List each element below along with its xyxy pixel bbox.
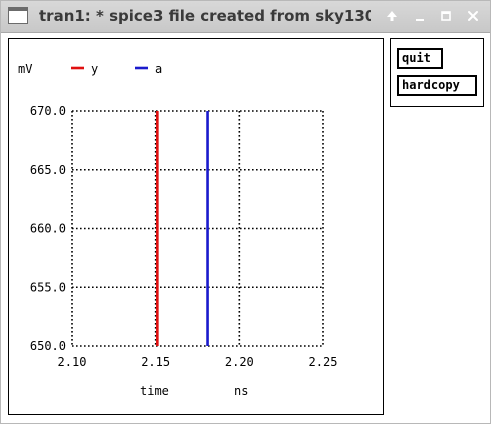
plot-grid — [71, 110, 324, 347]
plot-tick-labels: 670.0 665.0 660.0 655.0 650.0 2.10 2.15 2.20 2.2… — [30, 104, 338, 369]
title-bar[interactable]: tran1: * spice3 file created from sky130… — [1, 1, 490, 33]
button-panel: quit hardcopy — [390, 38, 484, 107]
hardcopy-button[interactable]: hardcopy — [397, 75, 477, 96]
x-tick-label: 2.10 — [58, 355, 87, 369]
y-tick-label: 655.0 — [30, 280, 66, 294]
y-tick-label: 650.0 — [30, 339, 66, 353]
y-tick-label: 665.0 — [30, 163, 66, 177]
y-axis-unit-label: mV — [18, 62, 32, 76]
plot-chart: 670.0 665.0 660.0 655.0 650.0 2.10 2.15 2.20 2.2… — [18, 62, 338, 398]
x-tick-label: 2.20 — [225, 355, 254, 369]
up-arrow-icon[interactable] — [381, 5, 403, 27]
graph-area[interactable]: 670.0 665.0 660.0 655.0 650.0 2.10 2.15 2.20 2.2… — [8, 38, 384, 415]
y-tick-label: 660.0 — [30, 222, 66, 236]
x-tick-label: 2.15 — [141, 355, 170, 369]
legend-label-y: y — [91, 62, 98, 76]
window-icon — [8, 7, 28, 24]
window-controls — [375, 1, 490, 32]
minimize-icon[interactable] — [409, 5, 431, 27]
x-axis-label: time — [140, 384, 169, 398]
window-title: tran1: * spice3 file created from sky130… — [39, 7, 371, 25]
x-axis-unit-label: ns — [234, 384, 248, 398]
plot-series — [156, 111, 209, 346]
close-icon[interactable] — [462, 5, 484, 27]
x-tick-label: 2.25 — [309, 355, 338, 369]
maximize-icon[interactable] — [435, 5, 457, 27]
legend-label-a: a — [155, 62, 162, 76]
y-tick-label: 670.0 — [30, 104, 66, 118]
quit-button[interactable]: quit — [397, 48, 443, 69]
